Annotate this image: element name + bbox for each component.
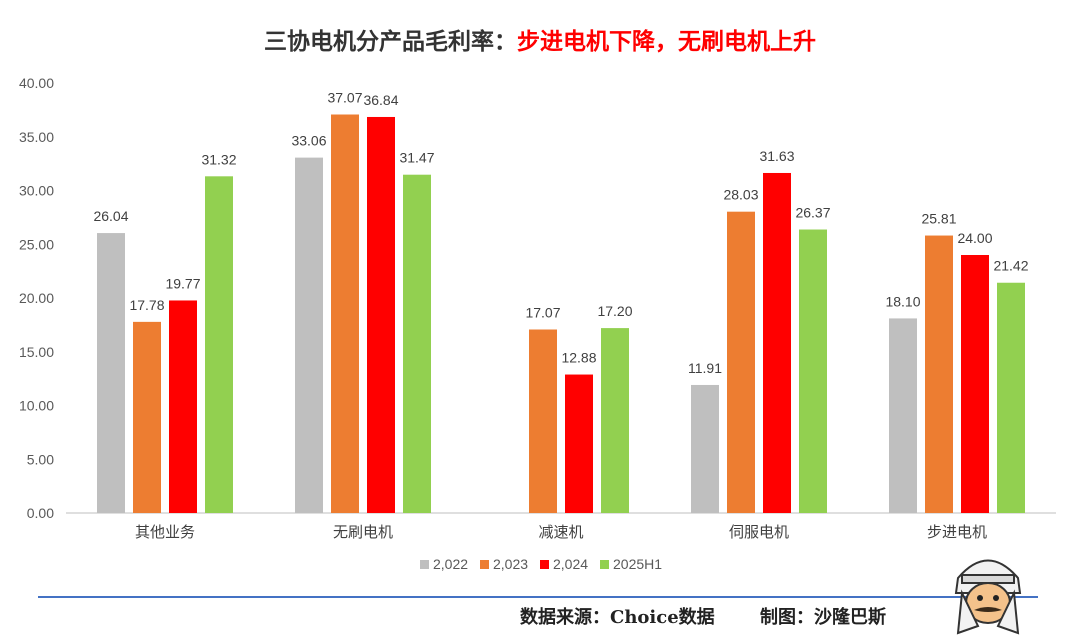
data-label: 28.03 bbox=[723, 187, 758, 203]
legend-swatch bbox=[540, 560, 549, 569]
data-label: 19.77 bbox=[165, 275, 200, 291]
chart-maker: 制图：沙隆巴斯 bbox=[760, 607, 886, 628]
y-tick-label: 40.00 bbox=[19, 75, 54, 91]
bar bbox=[403, 174, 431, 513]
legend-label: 2,023 bbox=[493, 556, 528, 572]
title-highlight: 步进电机下降，无刷电机上升 bbox=[517, 28, 816, 55]
data-label: 26.04 bbox=[93, 208, 128, 224]
bar bbox=[529, 329, 557, 513]
chart-title: 三协电机分产品毛利率：步进电机下降，无刷电机上升 bbox=[0, 22, 1080, 56]
data-label: 24.00 bbox=[957, 230, 992, 246]
bar bbox=[961, 255, 989, 513]
data-label: 26.37 bbox=[795, 205, 830, 221]
bar bbox=[565, 374, 593, 513]
mascot-logo bbox=[954, 559, 1022, 635]
data-label: 21.42 bbox=[993, 258, 1028, 274]
y-tick-label: 20.00 bbox=[19, 290, 54, 306]
legend-label: 2025H1 bbox=[613, 556, 662, 572]
bar bbox=[727, 211, 755, 514]
bar bbox=[169, 300, 197, 513]
bar bbox=[799, 229, 827, 513]
data-label: 17.78 bbox=[129, 297, 164, 313]
category-label: 其他业务 bbox=[135, 523, 195, 541]
bar bbox=[925, 235, 953, 514]
y-tick-label: 35.00 bbox=[19, 129, 54, 145]
data-label: 17.07 bbox=[525, 304, 560, 320]
bar-chart: 0.00 5.00 10.00 15.00 20.00 25.00 30.00 35.00 40… bbox=[19, 75, 1056, 572]
bar bbox=[331, 114, 359, 513]
bar bbox=[601, 328, 629, 513]
title-main: 三协电机分产品毛利率： bbox=[264, 28, 517, 55]
bar bbox=[889, 318, 917, 513]
legend-label: 2,024 bbox=[553, 556, 588, 572]
category-label: 无刷电机 bbox=[333, 523, 393, 541]
legend-swatch bbox=[480, 560, 489, 569]
data-label: 31.47 bbox=[399, 150, 434, 166]
bar bbox=[367, 116, 395, 513]
y-tick-label: 15.00 bbox=[19, 344, 54, 360]
y-tick-label: 0.00 bbox=[27, 505, 54, 521]
data-label: 31.32 bbox=[201, 151, 236, 167]
bar bbox=[133, 321, 161, 513]
y-tick-label: 30.00 bbox=[19, 183, 54, 199]
category-label: 步进电机 bbox=[927, 523, 987, 541]
bar bbox=[97, 233, 125, 513]
data-label: 11.91 bbox=[688, 360, 722, 376]
footer-divider bbox=[38, 596, 1038, 598]
data-label: 18.10 bbox=[885, 293, 920, 309]
data-source: 数据来源：Choice数据 bbox=[520, 607, 715, 628]
y-tick-label: 10.00 bbox=[19, 398, 54, 414]
legend-label: 2,022 bbox=[433, 556, 468, 572]
legend-swatch bbox=[420, 560, 429, 569]
bar bbox=[691, 384, 719, 513]
data-label: 31.63 bbox=[759, 148, 794, 164]
data-label: 17.20 bbox=[597, 303, 632, 319]
bar bbox=[205, 176, 233, 513]
data-label: 36.84 bbox=[363, 92, 398, 108]
data-label: 37.07 bbox=[327, 89, 362, 105]
y-tick-label: 5.00 bbox=[27, 451, 54, 467]
category-label: 减速机 bbox=[538, 523, 583, 541]
data-label: 12.88 bbox=[561, 350, 596, 366]
category-label: 伺服电机 bbox=[729, 523, 789, 541]
data-label: 25.81 bbox=[921, 211, 956, 227]
bar bbox=[763, 172, 791, 514]
y-tick-label: 25.00 bbox=[19, 236, 54, 252]
data-label: 33.06 bbox=[291, 133, 326, 149]
bar bbox=[295, 157, 323, 514]
bar bbox=[997, 282, 1025, 513]
legend-swatch bbox=[600, 560, 609, 569]
